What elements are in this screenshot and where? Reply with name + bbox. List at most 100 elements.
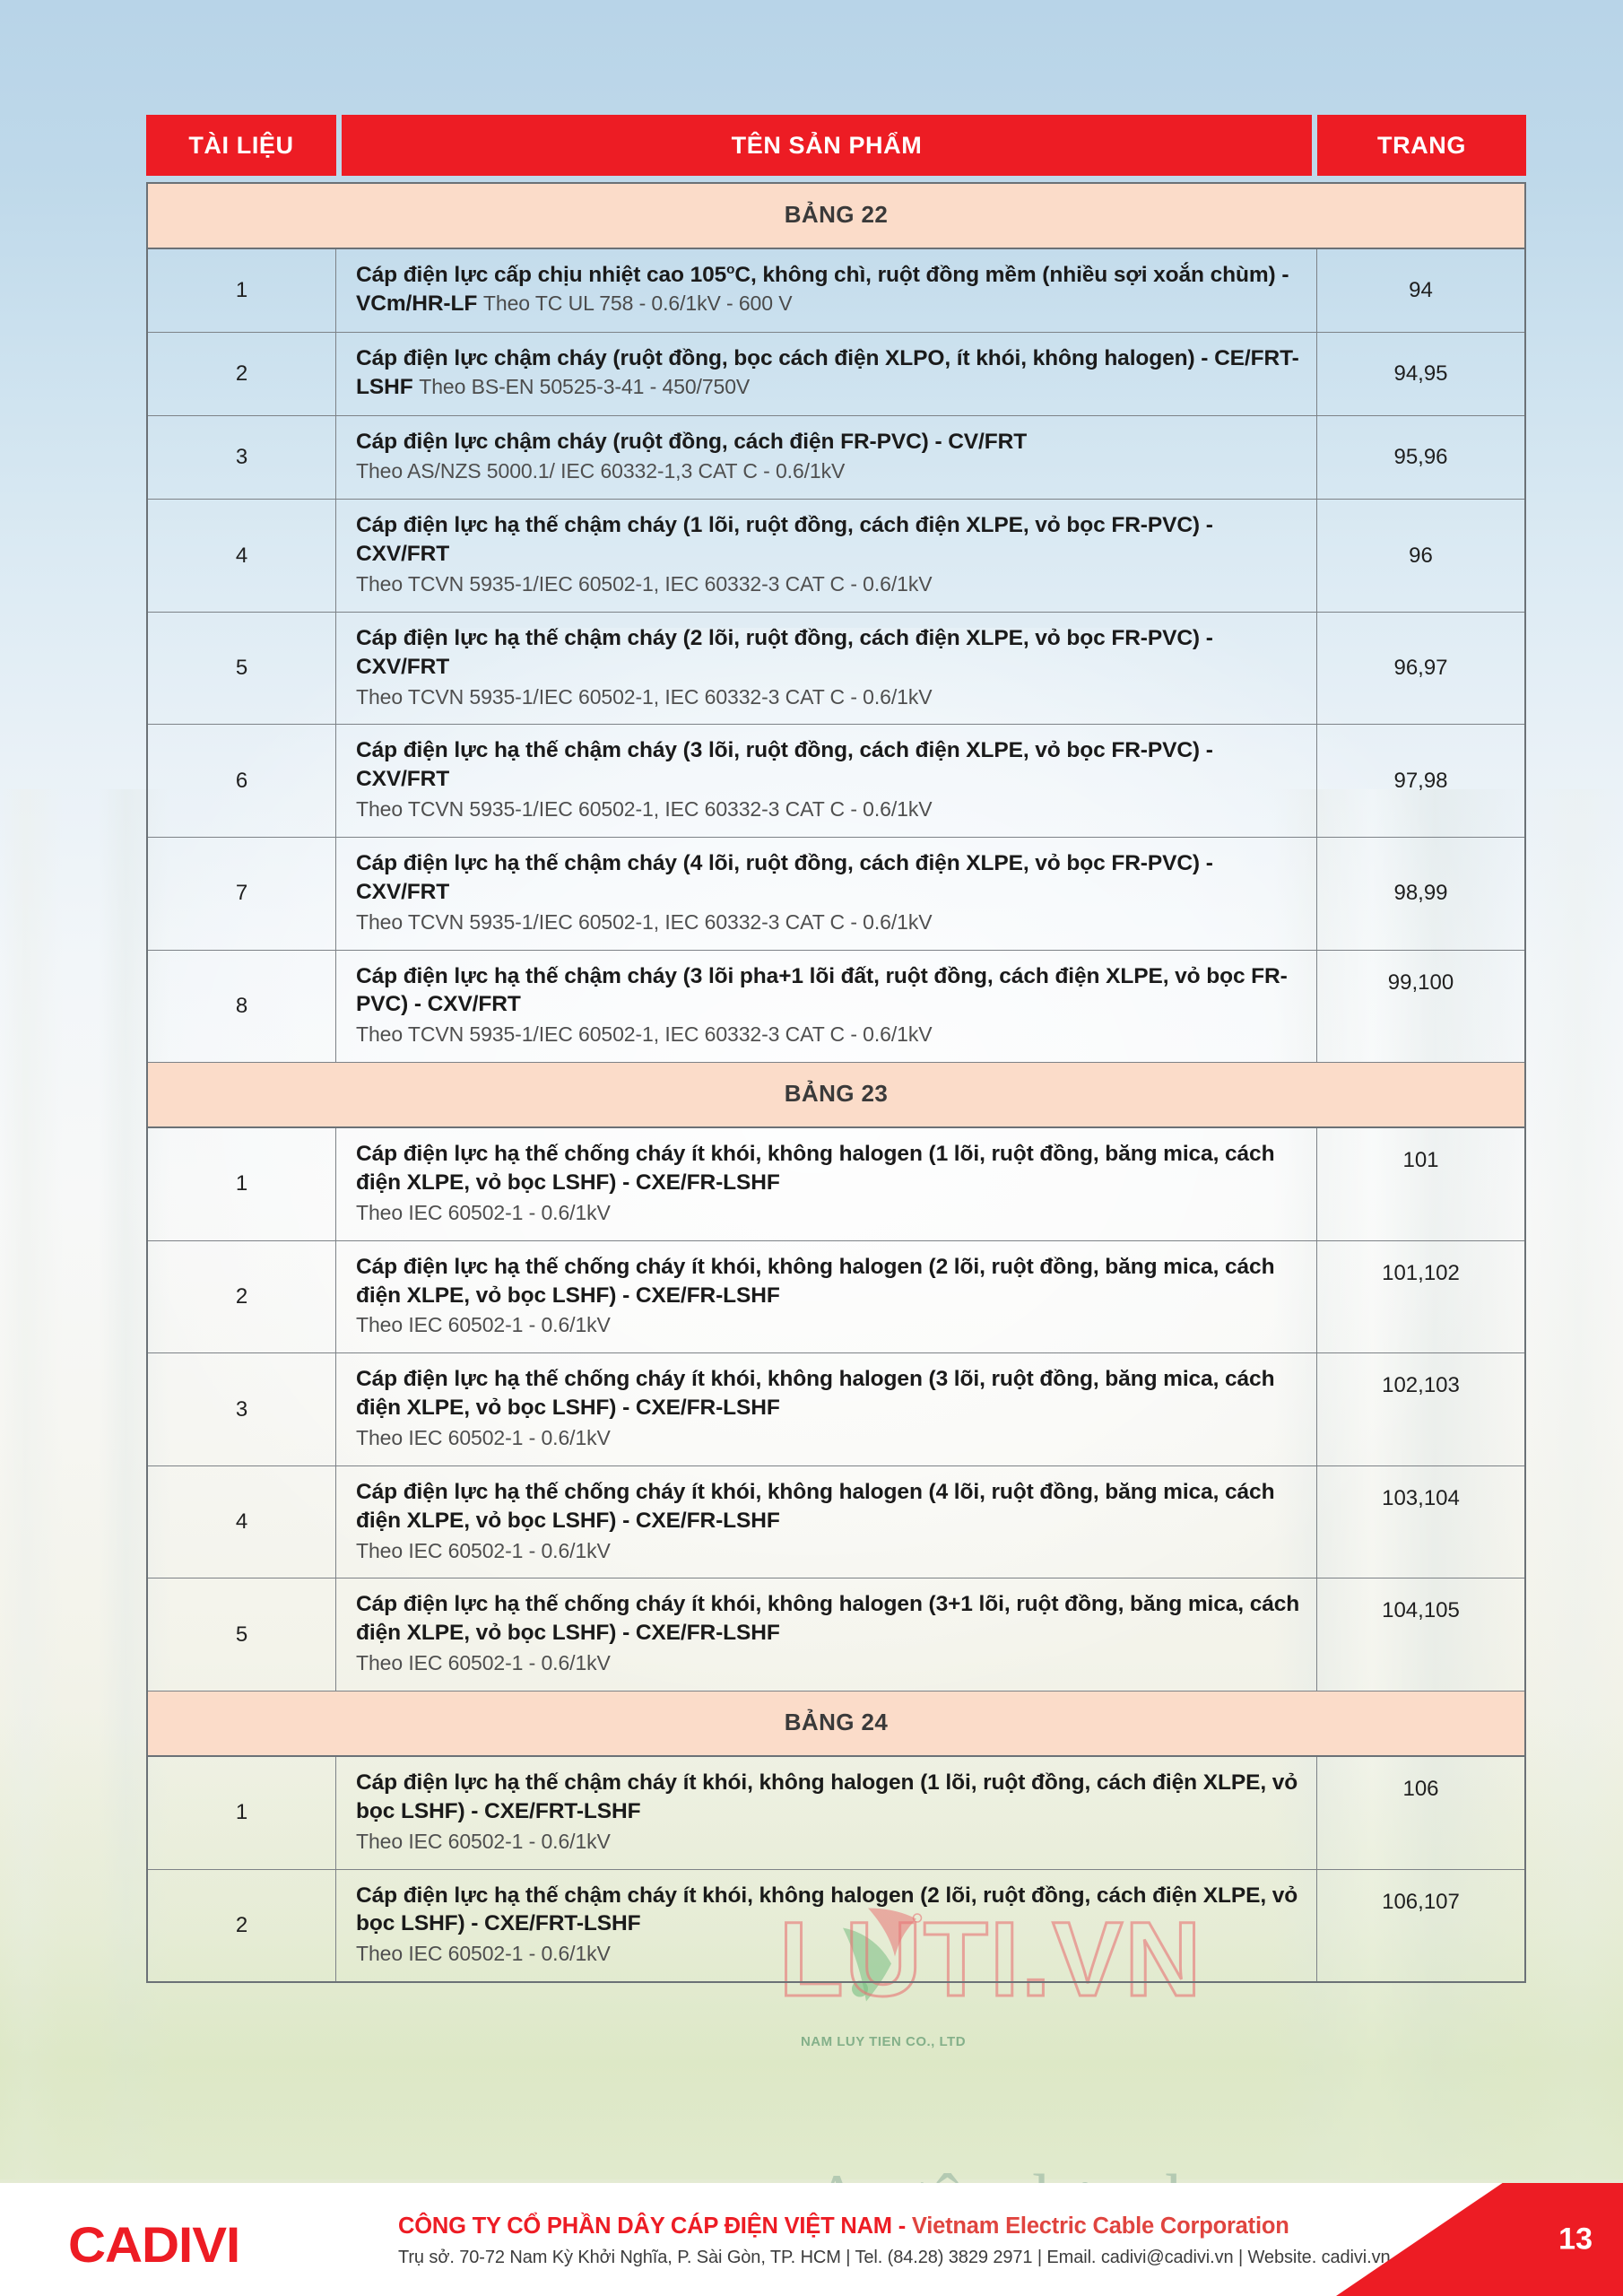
cell-document-number: 4 — [148, 1465, 336, 1578]
product-title-text-cont: C, không chì, ruột đồng mềm (nhiều sợi x… — [356, 263, 1289, 316]
product-standard: Theo TCVN 5935-1/IEC 60502-1, IEC 60332-… — [356, 909, 933, 934]
product-title-text: Cáp điện lực hạ thế chống cháy ít khói, … — [356, 1142, 1275, 1195]
product-standard: Theo TCVN 5935-1/IEC 60502-1, IEC 60332-… — [356, 684, 933, 709]
cell-page-number: 96 — [1409, 543, 1433, 568]
cell-document-number: 2 — [148, 332, 336, 415]
product-title: Cáp điện lực hạ thế chống cháy ít khói, … — [356, 1365, 1302, 1422]
background-haze — [108, 628, 1515, 1704]
product-title: Cáp điện lực hạ thế chậm cháy (4 lõi, ru… — [356, 849, 1302, 907]
product-title-text: Cáp điện lực hạ thế chậm cháy ít khói, k… — [356, 1883, 1298, 1936]
cell-product-name: Cáp điện lực hạ thế chống cháy ít khói, … — [336, 1128, 1317, 1240]
cell-product-name: Cáp điện lực hạ thế chậm cháy (1 lõi, ru… — [336, 500, 1317, 612]
product-standard-inline: Theo TC UL 758 - 0.6/1kV - 600 V — [482, 291, 793, 315]
cell-product-name: Cáp điện lực hạ thế chống cháy ít khói, … — [336, 1578, 1317, 1692]
cell-page-number: 98,99 — [1393, 881, 1448, 906]
table-row: 1 Cáp điện lực hạ thế chậm cháy ít khói, … — [148, 1757, 1524, 1870]
table-row: 1 Cáp điện lực hạ thế chống cháy ít khói,… — [148, 1128, 1524, 1241]
company-name: CÔNG TY CỔ PHẦN DÂY CÁP ĐIỆN VIỆT NAM - … — [398, 2213, 1289, 2239]
table-row: 7 Cáp điện lực hạ thế chậm cháy (4 lõi, r… — [148, 838, 1524, 951]
luti-vn-watermark: LUTI.VN — [777, 1900, 1203, 2021]
company-address-contact: Trụ sở. 70-72 Nam Kỳ Khởi Nghĩa, P. Sài … — [398, 2248, 1391, 2267]
cell-page-number: 96,97 — [1393, 656, 1448, 681]
product-title: Cáp điện lực hạ thế chậm cháy ít khói, k… — [356, 1769, 1302, 1826]
table-body: BẢNG 22 1 Cáp điện lực cấp chịu nhiệt cao … — [146, 182, 1526, 1984]
cell-product-name: Cáp điện lực hạ thế chậm cháy ít khói, k… — [336, 1757, 1317, 1869]
table-row: 1 Cáp điện lực cấp chịu nhiệt cao 105oC, … — [148, 249, 1524, 333]
column-header-page: TRANG — [1317, 115, 1526, 176]
company-name-en: Vietnam Electric Cable Corporation — [911, 2213, 1289, 2239]
product-standard: Theo IEC 60502-1 - 0.6/1kV — [356, 1538, 611, 1562]
table-row: 3 Cáp điện lực hạ thế chống cháy ít khói,… — [148, 1353, 1524, 1466]
cell-product-name: Cáp điện lực hạ thế chậm cháy (2 lõi, ru… — [336, 612, 1317, 725]
cell-page-number: 103,104 — [1382, 1485, 1460, 1510]
cell-page-number: 94,95 — [1393, 361, 1448, 386]
cell-document-number: 1 — [148, 1757, 336, 1869]
product-title-text: Cáp điện lực hạ thế chống cháy ít khói, … — [356, 1592, 1300, 1646]
cell-document-number: 6 — [148, 725, 336, 837]
cell-page-number: 97,98 — [1393, 768, 1448, 793]
cell-product-name: Cáp điện lực hạ thế chống cháy ít khói, … — [336, 1240, 1317, 1353]
cell-document-number: 1 — [148, 249, 336, 332]
product-title: Cáp điện lực hạ thế chậm cháy (1 lõi, ru… — [356, 511, 1302, 569]
table-row: 8 Cáp điện lực hạ thế chậm cháy (3 lõi ph… — [148, 950, 1524, 1064]
table-row: 4 Cáp điện lực hạ thế chống cháy ít khói,… — [148, 1465, 1524, 1579]
table-row: 5 Cáp điện lực hạ thế chậm cháy (2 lõi, r… — [148, 612, 1524, 726]
cell-product-name: Cáp điện lực hạ thế chống cháy ít khói, … — [336, 1465, 1317, 1578]
product-title-text: Cáp điện lực cấp chịu nhiệt cao 105 — [356, 263, 727, 288]
table-header-row: TÀI LIỆU TÊN SẢN PHẨM TRANG — [146, 115, 1526, 176]
product-title-text: Cáp điện lực hạ thế chống cháy ít khói, … — [356, 1367, 1275, 1421]
product-standard: Theo IEC 60502-1 - 0.6/1kV — [356, 1426, 611, 1449]
product-title-text: Cáp điện lực chậm cháy (ruột đồng, cách … — [356, 429, 1028, 454]
product-standard: Theo AS/NZS 5000.1/ IEC 60332-1,3 CAT C … — [356, 459, 846, 483]
product-title-text: Cáp điện lực hạ thế chậm cháy ít khói, k… — [356, 1770, 1298, 1823]
product-title: Cáp điện lực hạ thế chống cháy ít khói, … — [356, 1590, 1302, 1648]
product-standard: Theo IEC 60502-1 - 0.6/1kV — [356, 1200, 611, 1224]
table-row: 4 Cáp điện lực hạ thế chậm cháy (1 lõi, r… — [148, 500, 1524, 613]
cell-product-name: Cáp điện lực hạ thế chống cháy ít khói, … — [336, 1353, 1317, 1465]
cell-document-number: 3 — [148, 1353, 336, 1465]
product-title-text: Cáp điện lực hạ thế chống cháy ít khói, … — [356, 1254, 1275, 1308]
cell-page-number: 106,107 — [1382, 1889, 1460, 1914]
cell-document-number: 1 — [148, 1128, 336, 1240]
table-of-contents-table: TÀI LIỆU TÊN SẢN PHẨM TRANG BẢNG 22 1 Cáp … — [146, 115, 1526, 1984]
product-title-text: Cáp điện lực chậm cháy (ruột đồng, bọc c… — [356, 345, 1299, 399]
background-greenery — [0, 1713, 1623, 2179]
degree-superscript: o — [726, 262, 735, 277]
table-row: 6 Cáp điện lực hạ thế chậm cháy (3 lõi, r… — [148, 725, 1524, 838]
product-standard: Theo TCVN 5935-1/IEC 60502-1, IEC 60332-… — [356, 571, 933, 596]
cell-page-number: 94 — [1409, 277, 1433, 302]
cell-page-number: 99,100 — [1387, 970, 1454, 995]
cell-page-number: 106 — [1402, 1777, 1439, 1802]
company-name-vi: CÔNG TY CỔ PHẦN DÂY CÁP ĐIỆN VIỆT NAM - — [398, 2213, 912, 2239]
table-row: 2 Cáp điện lực hạ thế chậm cháy ít khói, … — [148, 1869, 1524, 1982]
cell-product-name: Cáp điện lực cấp chịu nhiệt cao 105oC, k… — [336, 249, 1317, 332]
product-title-text: Cáp điện lực hạ thế chậm cháy (4 lõi, ru… — [356, 851, 1213, 904]
cell-document-number: 8 — [148, 950, 336, 1063]
product-title: Cáp điện lực hạ thế chống cháy ít khói, … — [356, 1140, 1302, 1197]
cell-page-number: 101 — [1402, 1148, 1439, 1173]
cell-page-number: 102,103 — [1382, 1373, 1460, 1398]
cell-product-name: Cáp điện lực hạ thế chậm cháy (3 lõi pha… — [336, 950, 1317, 1063]
cell-page-number: 95,96 — [1393, 444, 1448, 469]
product-title: Cáp điện lực hạ thế chống cháy ít khói, … — [356, 1253, 1302, 1310]
product-title-text: Cáp điện lực hạ thế chống cháy ít khói, … — [356, 1479, 1275, 1533]
cell-document-number: 2 — [148, 1869, 336, 1982]
page-number: 13 — [1558, 2222, 1593, 2257]
group-header-row: BẢNG 24 — [148, 1692, 1524, 1758]
product-title: Cáp điện lực hạ thế chậm cháy (3 lõi pha… — [356, 962, 1302, 1020]
product-standard: Theo IEC 60502-1 - 0.6/1kV — [356, 1651, 611, 1675]
table-row: 2 Cáp điện lực chậm cháy (ruột đồng, bọc … — [148, 332, 1524, 416]
cell-product-name: Cáp điện lực hạ thế chậm cháy (3 lõi, ru… — [336, 725, 1317, 837]
group-header-row: BẢNG 23 — [148, 1063, 1524, 1129]
cell-page-number: 104,105 — [1382, 1598, 1460, 1623]
nam-luy-tien-watermark-text: NAM LUY TIEN CO., LTD — [800, 2034, 967, 2049]
product-title: Cáp điện lực hạ thế chậm cháy (3 lõi, ru… — [356, 736, 1302, 794]
product-title: Cáp điện lực cấp chịu nhiệt cao 105oC, k… — [356, 261, 1302, 318]
table-row: 3 Cáp điện lực chậm cháy (ruột đồng, cách… — [148, 415, 1524, 500]
product-standard: Theo IEC 60502-1 - 0.6/1kV — [356, 1829, 611, 1853]
cadivi-logo: CADIVI — [68, 2216, 240, 2273]
cell-document-number: 3 — [148, 415, 336, 500]
cell-document-number: 5 — [148, 612, 336, 725]
product-title: Cáp điện lực hạ thế chậm cháy ít khói, k… — [356, 1882, 1302, 1939]
group-header-row: BẢNG 22 — [148, 184, 1524, 249]
